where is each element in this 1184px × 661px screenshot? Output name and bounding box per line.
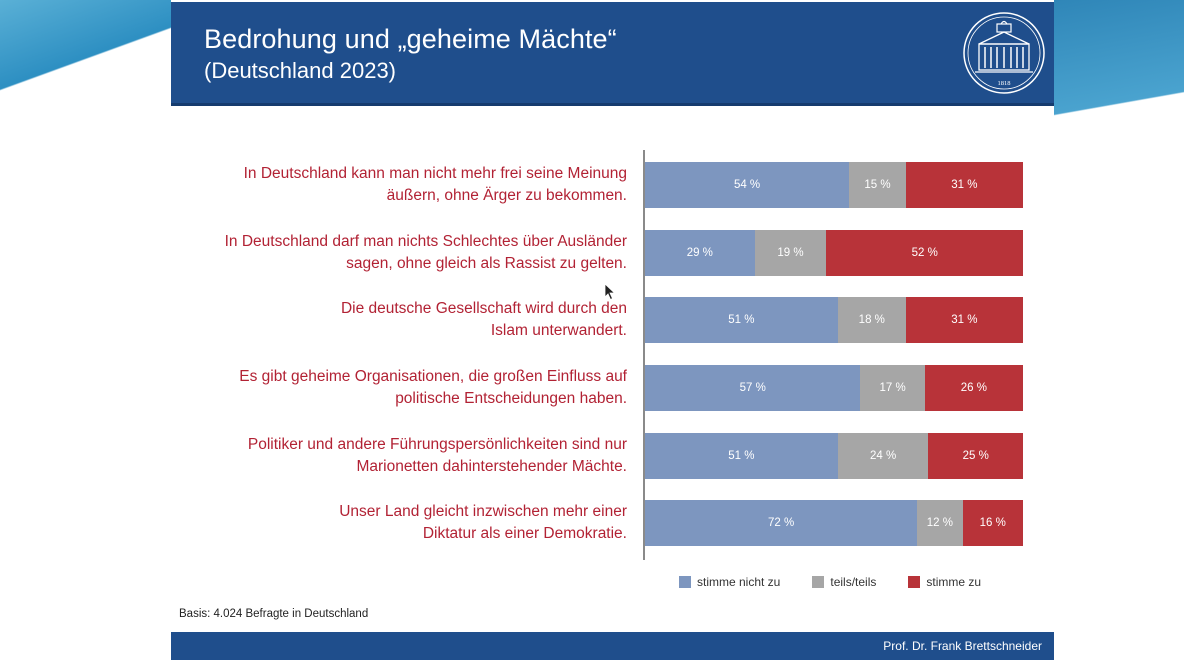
bar-row: 51 % 18 % 31 % xyxy=(645,297,1023,343)
mouse-cursor-icon xyxy=(604,283,616,301)
category-label-line: In Deutschland kann man nicht mehr frei … xyxy=(243,165,627,182)
legend-label: teils/teils xyxy=(830,575,877,589)
data-label: 18 % xyxy=(858,314,885,326)
chart-legend: stimme nicht zu teils/teils stimme zu xyxy=(679,575,1013,589)
data-label: 31 % xyxy=(951,314,978,326)
slide-title: Bedrohung und „geheime Mächte“ xyxy=(204,24,617,54)
bar-segment: 31 % xyxy=(905,162,1023,208)
category-label: Unser Land gleicht inzwischen mehr einer… xyxy=(187,501,627,545)
category-label: In Deutschland darf man nichts Schlechte… xyxy=(187,231,627,275)
background-decoration-left xyxy=(0,0,171,100)
data-label: 51 % xyxy=(728,314,755,326)
bar-row: 29 % 19 % 52 % xyxy=(645,230,1023,276)
bar-segment: 72 % xyxy=(645,500,918,546)
bar-row: 57 % 17 % 26 % xyxy=(645,365,1023,411)
data-label: 16 % xyxy=(979,517,1006,529)
footer-author: Prof. Dr. Frank Brettschneider xyxy=(883,639,1042,653)
bar-segment: 25 % xyxy=(928,433,1023,479)
bar-segment: 18 % xyxy=(837,297,906,343)
presentation-slide: Bedrohung und „geheime Mächte“ (Deutschl… xyxy=(171,2,1054,660)
slide-subtitle: (Deutschland 2023) xyxy=(204,58,397,83)
data-label: 51 % xyxy=(728,450,755,462)
bar-row: 72 % 12 % 16 % xyxy=(645,500,1023,546)
data-label: 57 % xyxy=(739,382,766,394)
bar-segment: 57 % xyxy=(645,365,861,411)
category-label-line: Diktatur als einer Demokratie. xyxy=(422,525,627,542)
category-label: In Deutschland kann man nicht mehr frei … xyxy=(187,163,627,207)
bar-row: 54 % 15 % 31 % xyxy=(645,162,1023,208)
data-label: 24 % xyxy=(870,450,897,462)
legend-label: stimme nicht zu xyxy=(697,575,781,589)
legend-item: stimme zu xyxy=(908,575,981,589)
data-label: 72 % xyxy=(767,517,795,529)
legend-item: teils/teils xyxy=(812,575,876,589)
bar-segment: 52 % xyxy=(826,230,1023,276)
category-label: Politiker und andere Führungspersönlichk… xyxy=(187,434,627,478)
bar-segment: 16 % xyxy=(962,500,1023,546)
data-label: 54 % xyxy=(733,179,761,191)
category-label: Es gibt geheime Organisationen, die groß… xyxy=(187,366,627,410)
category-label-line: Die deutsche Gesellschaft wird durch den xyxy=(340,300,627,317)
category-label-line: sagen, ohne gleich als Rassist zu gelten… xyxy=(346,255,627,272)
bar-row: 51 % 24 % 25 % xyxy=(645,433,1023,479)
bar-segment: 54 % xyxy=(645,162,850,208)
category-label-line: politische Entscheidungen haben. xyxy=(395,390,627,407)
category-label: Die deutsche Gesellschaft wird durch den… xyxy=(187,298,627,342)
legend-item: stimme nicht zu xyxy=(679,575,780,589)
data-label: 15 % xyxy=(864,179,891,191)
data-label: 52 % xyxy=(911,247,938,259)
background-decoration-right xyxy=(1054,0,1184,120)
category-label-line: äußern, ohne Ärger zu bekommen. xyxy=(386,187,627,204)
logo-year: 1818 xyxy=(998,80,1011,87)
bar-segment: 29 % xyxy=(645,230,755,276)
data-label: 31 % xyxy=(951,179,978,191)
legend-swatch xyxy=(812,576,825,588)
bar-segment: 17 % xyxy=(860,365,925,411)
category-label-line: Islam unterwandert. xyxy=(490,322,627,339)
slide-footer: Prof. Dr. Frank Brettschneider xyxy=(171,632,1054,660)
data-label: 19 % xyxy=(777,247,804,259)
category-label-line: Politiker und andere Führungspersönlichk… xyxy=(247,436,627,453)
basis-note: Basis: 4.024 Befragte in Deutschland xyxy=(179,608,369,620)
data-label: 25 % xyxy=(962,450,989,462)
data-label: 26 % xyxy=(960,382,987,394)
legend-swatch xyxy=(908,576,921,588)
bar-segment: 51 % xyxy=(645,297,838,343)
bar-segment: 26 % xyxy=(924,365,1023,411)
bar-segment: 24 % xyxy=(837,433,929,479)
category-label-line: Marionetten dahinterstehender Mächte. xyxy=(356,458,627,475)
bar-segment: 15 % xyxy=(849,162,906,208)
bar-segment: 51 % xyxy=(645,433,838,479)
data-label: 29 % xyxy=(686,247,713,259)
legend-label: stimme zu xyxy=(926,575,982,589)
chart-axis-line xyxy=(643,150,645,560)
slide-header: Bedrohung und „geheime Mächte“ (Deutschl… xyxy=(171,2,1054,106)
bar-segment: 12 % xyxy=(917,500,963,546)
data-label: 17 % xyxy=(879,382,906,394)
category-label-line: In Deutschland darf man nichts Schlechte… xyxy=(224,233,627,250)
university-logo: 1818 xyxy=(963,12,1045,94)
data-label: 12 % xyxy=(926,517,953,529)
bar-segment: 31 % xyxy=(905,297,1023,343)
category-label-line: Es gibt geheime Organisationen, die groß… xyxy=(239,368,627,385)
bar-segment: 19 % xyxy=(754,230,827,276)
legend-swatch xyxy=(679,576,691,588)
category-label-line: Unser Land gleicht inzwischen mehr einer xyxy=(339,503,627,520)
